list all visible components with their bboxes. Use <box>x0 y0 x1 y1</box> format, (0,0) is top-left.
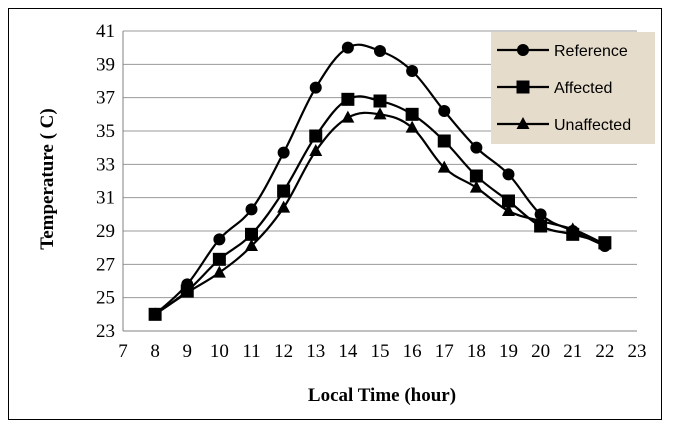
data-point-unaffected <box>180 285 194 298</box>
x-tick-label: 8 <box>150 341 160 362</box>
data-point-unaffected <box>277 200 291 213</box>
data-point-unaffected <box>309 144 323 156</box>
x-tick-label: 18 <box>467 341 486 362</box>
data-point-unaffected <box>534 214 548 226</box>
data-point-reference <box>213 233 226 246</box>
data-point-reference <box>438 105 451 117</box>
y-tick-labels: 23 25 27 29 31 33 35 37 39 41 <box>96 21 115 342</box>
x-tick-label: 11 <box>242 341 260 362</box>
x-tick-label: 23 <box>628 341 647 362</box>
data-point-affected <box>405 107 419 121</box>
data-point-reference <box>309 81 322 94</box>
legend-item-affected: Affected <box>497 80 612 97</box>
legend-marker-unaffected <box>516 117 530 129</box>
data-point-reference <box>341 41 354 54</box>
data-point-unaffected <box>245 239 258 251</box>
y-tick-label: 25 <box>96 288 115 309</box>
legend-label-affected: Affected <box>554 80 612 97</box>
y-axis-title: Temperature ( C) <box>37 108 58 249</box>
data-point-unaffected <box>598 237 612 250</box>
data-point-affected <box>277 184 291 198</box>
grid-lines <box>123 30 637 299</box>
data-point-affected <box>469 169 483 183</box>
y-tick-label: 31 <box>96 188 115 209</box>
y-tick-label: 29 <box>96 221 115 242</box>
y-tick-label: 41 <box>96 21 115 42</box>
legend-item-reference: Reference <box>497 43 628 60</box>
data-point-reference <box>277 146 290 159</box>
data-point-reference <box>502 168 515 181</box>
x-tick-label: 9 <box>183 341 193 362</box>
data-point-reference <box>245 203 258 216</box>
data-point-affected <box>373 94 387 108</box>
x-tick-label: 19 <box>499 341 518 362</box>
data-point-affected <box>437 134 451 148</box>
y-tick-label: 23 <box>96 321 115 342</box>
legend: Reference Affected Unaffected <box>491 32 655 144</box>
data-point-unaffected <box>405 120 419 133</box>
y-tick-label: 33 <box>96 154 115 175</box>
series-unaffected <box>148 107 612 320</box>
x-tick-label: 14 <box>338 341 358 362</box>
legend-label-reference: Reference <box>554 43 628 60</box>
series-group <box>148 41 612 321</box>
data-point-affected <box>245 227 258 241</box>
data-point-unaffected <box>212 265 226 278</box>
data-point-reference <box>374 45 386 57</box>
x-tick-label: 12 <box>274 341 293 362</box>
data-point-affected <box>341 92 355 106</box>
legend-label-unaffected: Unaffected <box>554 117 631 134</box>
legend-item-unaffected: Unaffected <box>497 117 631 134</box>
data-point-unaffected <box>502 204 515 216</box>
chart-frame: 23 25 27 29 31 33 35 37 39 41 7 8 9 10 11 12 13 14 15 16 17… <box>8 8 662 420</box>
y-tick-label: 27 <box>96 254 115 275</box>
x-tick-label: 13 <box>306 341 325 362</box>
legend-marker-reference <box>517 44 529 56</box>
x-tick-label: 10 <box>210 341 229 362</box>
data-point-unaffected <box>148 307 162 320</box>
x-tick-label: 22 <box>595 341 614 362</box>
x-tick-label: 15 <box>371 341 390 362</box>
data-point-unaffected <box>373 107 387 120</box>
data-point-affected <box>309 129 323 143</box>
x-tick-label: 7 <box>118 341 128 362</box>
data-point-unaffected <box>566 222 580 235</box>
data-point-unaffected <box>341 110 355 123</box>
data-point-reference <box>470 141 483 154</box>
data-point-unaffected <box>437 160 451 173</box>
axes <box>122 31 637 332</box>
x-tick-label: 16 <box>403 341 422 362</box>
y-tick-label: 37 <box>96 88 115 109</box>
y-tick-label: 39 <box>96 54 115 75</box>
x-tick-label: 20 <box>531 341 550 362</box>
data-point-reference <box>406 65 419 77</box>
y-tick-label: 35 <box>96 121 115 142</box>
x-tick-label: 21 <box>563 341 582 362</box>
x-axis-title: Local Time (hour) <box>308 385 456 406</box>
x-tick-labels: 7 8 9 10 11 12 13 14 15 16 17 18 19 20 21 22 23 <box>118 341 646 362</box>
data-point-affected <box>212 252 226 266</box>
legend-marker-affected <box>516 80 530 94</box>
temperature-line-chart: 23 25 27 29 31 33 35 37 39 41 7 8 9 10 11 12 13 14 15 16 17… <box>37 21 655 406</box>
data-point-affected <box>502 194 515 208</box>
data-point-unaffected <box>469 180 483 193</box>
x-tick-label: 17 <box>435 341 454 362</box>
